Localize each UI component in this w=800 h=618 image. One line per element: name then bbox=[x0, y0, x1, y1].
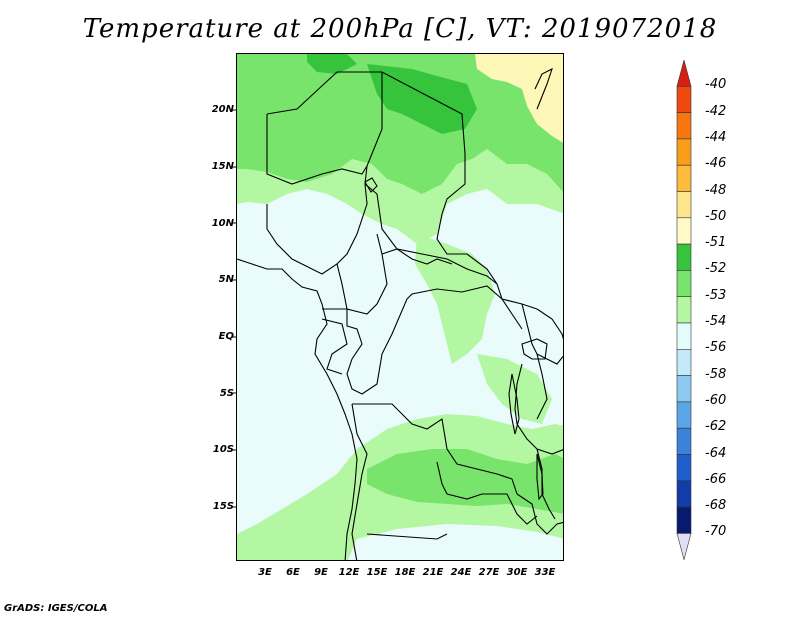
colorbar-swatch bbox=[676, 375, 692, 403]
lon-label: 30E bbox=[506, 567, 528, 578]
colorbar-swatch bbox=[676, 164, 692, 192]
colorbar-swatch bbox=[676, 480, 692, 508]
border-nigeria bbox=[266, 183, 368, 275]
colorbar-swatch bbox=[676, 322, 692, 350]
lat-label: 15S bbox=[212, 501, 234, 512]
lake-victoria bbox=[521, 338, 548, 360]
border-mozambique bbox=[516, 493, 563, 535]
lat-label: 5N bbox=[218, 274, 234, 285]
lon-label: 21E bbox=[422, 567, 444, 578]
border-car bbox=[381, 248, 498, 285]
border-chad bbox=[364, 72, 453, 265]
field-dark-green-north bbox=[367, 64, 477, 134]
lon-label: 18E bbox=[394, 567, 416, 578]
colorbar-label: -56 bbox=[705, 340, 727, 356]
temperature-map bbox=[237, 54, 563, 560]
colorbar-label: -52 bbox=[705, 261, 727, 277]
country-borders bbox=[237, 67, 563, 560]
colorbar-swatch bbox=[676, 270, 692, 297]
border-sudan-south bbox=[436, 213, 538, 310]
border-zambia bbox=[446, 493, 538, 525]
lat-label: 10N bbox=[211, 218, 234, 229]
field-cyan-south bbox=[347, 524, 563, 560]
lake-tanganyika bbox=[508, 373, 520, 435]
colorbar-label: -48 bbox=[705, 182, 727, 198]
border-drc-south bbox=[352, 403, 518, 495]
lon-label: 12E bbox=[338, 567, 360, 578]
colorbar-label: -46 bbox=[705, 156, 727, 172]
colorbar-swatch bbox=[676, 138, 692, 166]
border-malawi bbox=[536, 448, 556, 520]
colorbar-swatch bbox=[676, 506, 692, 534]
border-cameroon bbox=[336, 233, 388, 315]
colorbar-swatch bbox=[676, 60, 692, 87]
lat-label: 20N bbox=[211, 104, 234, 115]
lat-ticks bbox=[232, 109, 237, 508]
colorbar-label: -51 bbox=[705, 235, 727, 251]
colorbar-label: -53 bbox=[705, 287, 727, 303]
map-panel bbox=[236, 53, 564, 561]
lake-malawi bbox=[536, 453, 544, 501]
colorbar-swatch bbox=[676, 401, 692, 429]
colorbar-label: -66 bbox=[705, 471, 727, 487]
lon-label: 33E bbox=[534, 567, 556, 578]
colorbar-swatch bbox=[676, 533, 692, 560]
lat-label: 10S bbox=[212, 444, 234, 455]
colorbar-label: -44 bbox=[705, 129, 727, 145]
colorbar-swatch bbox=[676, 217, 692, 245]
colorbar-label: -64 bbox=[705, 445, 727, 461]
field-light-green-center bbox=[415, 234, 495, 364]
coastline-west-africa bbox=[237, 258, 358, 560]
credit-text: GrADS: IGES/COLA bbox=[4, 603, 108, 614]
colorbar-label: -42 bbox=[705, 103, 727, 119]
colorbar-swatch bbox=[676, 454, 692, 482]
colorbar-label: -50 bbox=[705, 208, 727, 224]
colorbar-swatch bbox=[676, 112, 692, 140]
colorbar-segments bbox=[676, 60, 692, 560]
border-drc-north bbox=[406, 285, 523, 330]
border-nile-coast bbox=[534, 67, 553, 110]
border-gabon bbox=[321, 308, 348, 375]
colorbar-label: -40 bbox=[705, 77, 727, 93]
colorbar-swatch bbox=[676, 348, 692, 376]
border-uganda-kenya bbox=[536, 308, 563, 420]
colorbar-label: -58 bbox=[705, 366, 727, 382]
lon-label: 15E bbox=[366, 567, 388, 578]
chart-title: Temperature at 200hPa [C], VT: 201907201… bbox=[82, 14, 718, 44]
colorbar-label: -54 bbox=[705, 314, 727, 329]
field-cyan-southwest bbox=[237, 489, 292, 524]
lon-label: 27E bbox=[478, 567, 500, 578]
colorbar-label: -60 bbox=[705, 392, 727, 408]
colorbar-label: -68 bbox=[705, 498, 727, 514]
colorbar-swatch bbox=[676, 243, 692, 271]
lon-label: 3E bbox=[258, 567, 272, 578]
lat-label: 15N bbox=[211, 161, 234, 172]
colorbar-swatch bbox=[676, 296, 692, 324]
lon-label: 9E bbox=[314, 567, 328, 578]
field-mid-green-south bbox=[367, 449, 563, 514]
colorbar-swatch bbox=[676, 427, 692, 455]
lat-label: EQ bbox=[218, 331, 234, 342]
border-angola bbox=[351, 403, 448, 560]
field-dark-green-north-west bbox=[307, 54, 357, 74]
border-tanzania bbox=[514, 363, 563, 455]
lake-chad bbox=[364, 177, 378, 193]
colorbar-label: -70 bbox=[705, 524, 727, 540]
colorbar-swatch bbox=[676, 191, 692, 219]
lat-label: 5S bbox=[219, 388, 234, 399]
lon-label: 6E bbox=[286, 567, 300, 578]
colorbar-label: -62 bbox=[705, 419, 727, 435]
colorbar-swatch bbox=[676, 85, 692, 113]
lon-label: 24E bbox=[450, 567, 472, 578]
border-niger bbox=[266, 71, 368, 185]
colorbar bbox=[676, 60, 692, 560]
border-congo bbox=[346, 298, 408, 395]
